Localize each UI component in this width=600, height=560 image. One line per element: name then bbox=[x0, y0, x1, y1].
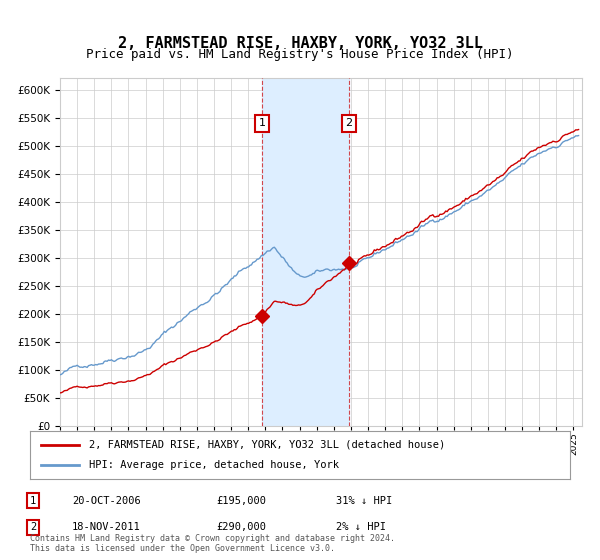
Text: 20-OCT-2006: 20-OCT-2006 bbox=[72, 496, 141, 506]
Text: 1: 1 bbox=[30, 496, 36, 506]
Bar bbox=[262, 78, 349, 426]
Text: Contains HM Land Registry data © Crown copyright and database right 2024.
This d: Contains HM Land Registry data © Crown c… bbox=[30, 534, 395, 553]
Text: 2% ↓ HPI: 2% ↓ HPI bbox=[336, 522, 386, 533]
Text: HPI: Average price, detached house, York: HPI: Average price, detached house, York bbox=[89, 460, 340, 470]
Text: 2: 2 bbox=[346, 118, 352, 128]
Text: 2, FARMSTEAD RISE, HAXBY, YORK, YO32 3LL: 2, FARMSTEAD RISE, HAXBY, YORK, YO32 3LL bbox=[118, 36, 482, 52]
Text: 2: 2 bbox=[30, 522, 36, 533]
Text: 2, FARMSTEAD RISE, HAXBY, YORK, YO32 3LL (detached house): 2, FARMSTEAD RISE, HAXBY, YORK, YO32 3LL… bbox=[89, 440, 446, 450]
Text: Price paid vs. HM Land Registry's House Price Index (HPI): Price paid vs. HM Land Registry's House … bbox=[86, 48, 514, 60]
Text: £195,000: £195,000 bbox=[216, 496, 266, 506]
Text: 31% ↓ HPI: 31% ↓ HPI bbox=[336, 496, 392, 506]
Text: 1: 1 bbox=[259, 118, 265, 128]
Text: 18-NOV-2011: 18-NOV-2011 bbox=[72, 522, 141, 533]
Text: £290,000: £290,000 bbox=[216, 522, 266, 533]
